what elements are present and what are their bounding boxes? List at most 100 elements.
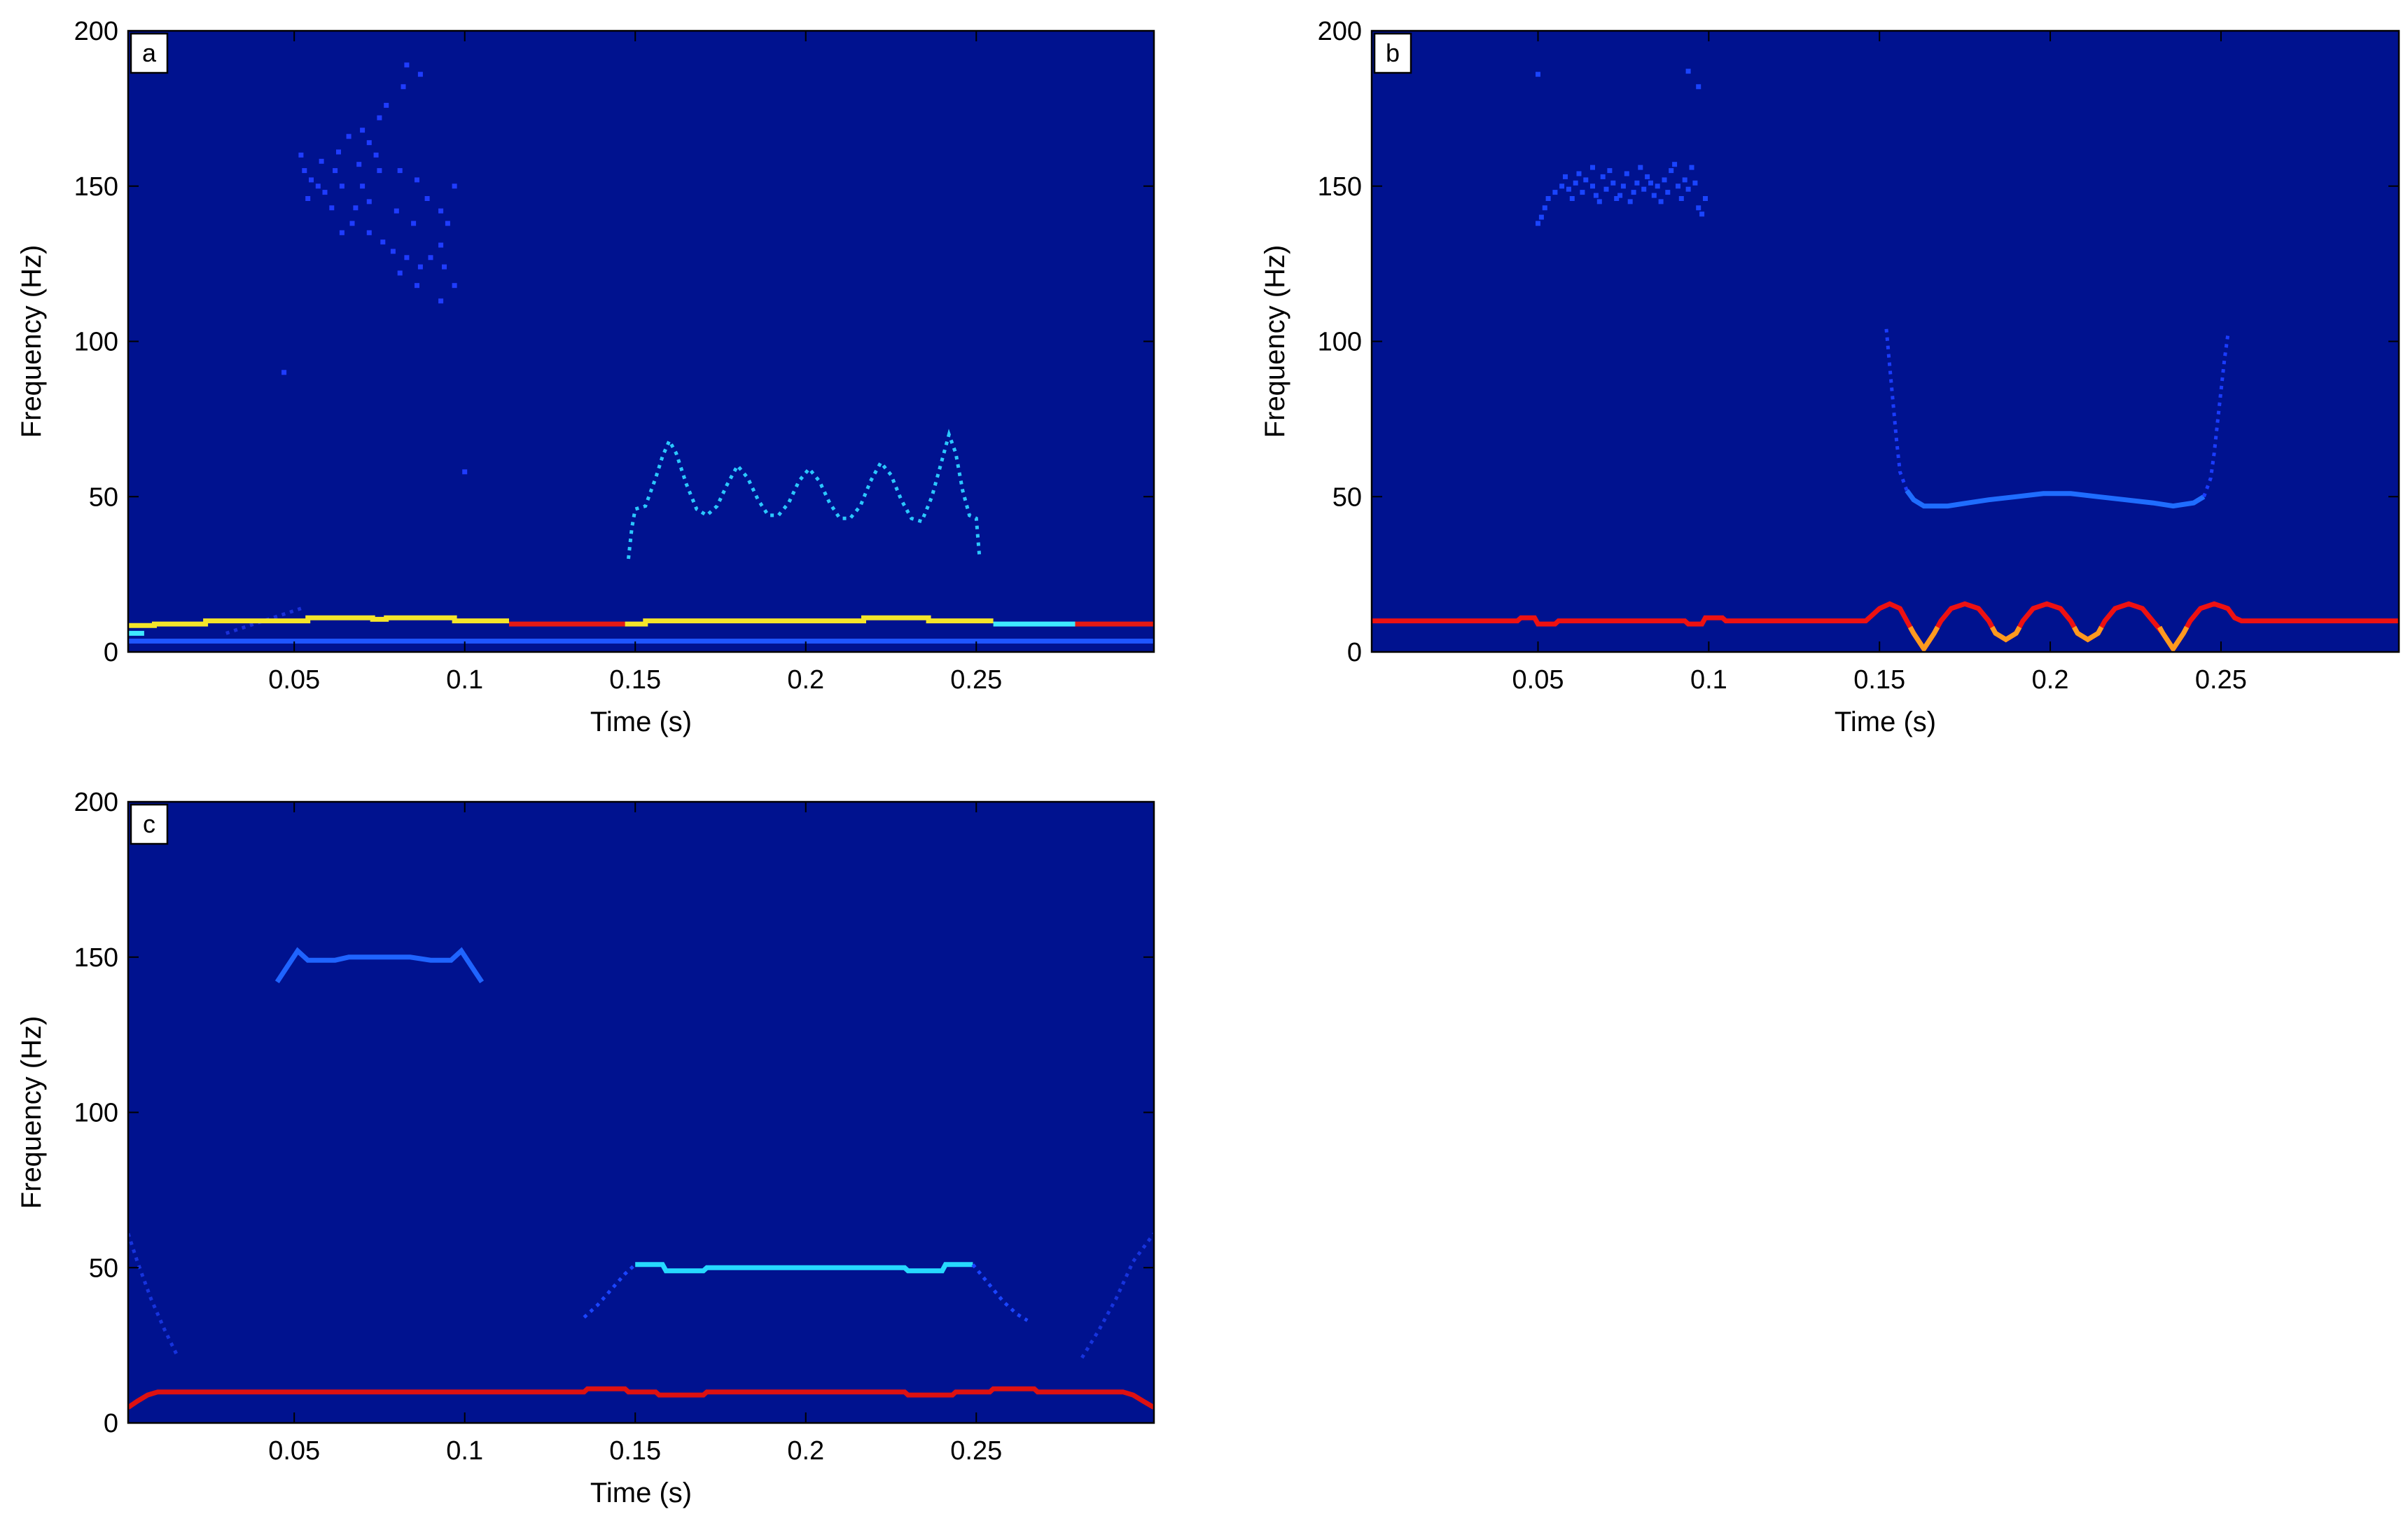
x-tick-label: 0.05 bbox=[1512, 665, 1564, 695]
scatter-point bbox=[1662, 177, 1667, 183]
y-tick-label: 50 bbox=[89, 482, 118, 512]
ridge-line bbox=[128, 1386, 1154, 1410]
scatter-point bbox=[1536, 71, 1540, 77]
ridge-line-dotted bbox=[128, 1232, 180, 1359]
ridge-line bbox=[274, 947, 485, 984]
scatter-point bbox=[1638, 165, 1643, 170]
panel-letter: c bbox=[143, 810, 155, 838]
scatter-point bbox=[462, 469, 468, 475]
x-tick-label: 0.25 bbox=[2195, 665, 2247, 695]
panel-letter-box bbox=[130, 32, 169, 74]
x-tick-label: 0.05 bbox=[268, 1436, 320, 1466]
y-tick-label: 0 bbox=[104, 638, 118, 667]
scatter-point bbox=[1614, 196, 1620, 201]
scatter-point bbox=[1617, 193, 1623, 198]
x-tick-label: 0.05 bbox=[268, 665, 320, 695]
scatter-point bbox=[1569, 196, 1575, 201]
scatter-point bbox=[1607, 168, 1613, 174]
scatter-point bbox=[1634, 180, 1640, 186]
scatter-point bbox=[1596, 199, 1602, 204]
scatter-point bbox=[394, 208, 399, 214]
scatter-point bbox=[397, 270, 403, 276]
scatter-point bbox=[377, 115, 382, 120]
scatter-point bbox=[1669, 168, 1674, 174]
scatter-point bbox=[397, 168, 403, 174]
scatter-point bbox=[1566, 186, 1571, 192]
scatter-point bbox=[1559, 183, 1565, 189]
x-axis-label: Time (s) bbox=[1835, 707, 1936, 737]
scatter-point bbox=[1610, 180, 1616, 186]
ridge-line bbox=[1905, 489, 2206, 509]
y-tick-label: 100 bbox=[74, 328, 118, 357]
scatter-point bbox=[339, 230, 345, 235]
x-tick-label: 0.15 bbox=[609, 665, 661, 695]
scatter-point bbox=[1696, 205, 1701, 211]
x-axis-label: Time (s) bbox=[590, 707, 692, 737]
spectrogram-background bbox=[1372, 31, 2399, 652]
scatter-point bbox=[428, 255, 433, 261]
scatter-point bbox=[1593, 193, 1599, 198]
scatter-point bbox=[404, 255, 410, 261]
scatter-point bbox=[1538, 214, 1544, 220]
ridge-line bbox=[635, 1262, 973, 1274]
scatter-point bbox=[305, 196, 311, 201]
scatter-point bbox=[1576, 171, 1582, 176]
x-tick-label: 0.2 bbox=[787, 665, 824, 695]
scatter-point bbox=[1645, 174, 1650, 179]
scatter-point bbox=[1655, 183, 1660, 189]
spectrogram-content bbox=[1372, 69, 2399, 652]
scatter-point bbox=[1580, 190, 1585, 195]
x-tick-label: 0.1 bbox=[446, 1436, 483, 1466]
x-tick-label: 0.1 bbox=[446, 665, 483, 695]
scatter-point bbox=[415, 283, 419, 289]
y-tick-label: 200 bbox=[1318, 17, 1362, 46]
ridge-line bbox=[625, 615, 994, 627]
y-axis-label: Frequency (Hz) bbox=[16, 245, 47, 438]
x-tick-label: 0.15 bbox=[609, 1436, 661, 1466]
ridge-line bbox=[128, 615, 509, 628]
scatter-point bbox=[438, 208, 444, 214]
scatter-point bbox=[356, 162, 362, 167]
scatter-point bbox=[417, 71, 423, 77]
scatter-point bbox=[452, 183, 457, 189]
spectrogram-content bbox=[128, 62, 1154, 644]
y-tick-label: 150 bbox=[74, 943, 118, 973]
scatter-point bbox=[1676, 183, 1680, 189]
ridge-line bbox=[2157, 625, 2190, 652]
scatter-point bbox=[1536, 221, 1540, 226]
panel-letter-box bbox=[130, 803, 169, 845]
scatter-point bbox=[366, 140, 372, 146]
panel-letter: b bbox=[1386, 39, 1400, 67]
scatter-point bbox=[1682, 177, 1687, 183]
scatter-point bbox=[1590, 165, 1595, 170]
y-tick-label: 50 bbox=[1332, 482, 1362, 512]
ridge-line-dotted bbox=[1884, 328, 1909, 492]
scatter-point bbox=[1552, 190, 1558, 195]
scatter-point bbox=[417, 264, 423, 270]
scatter-point bbox=[1648, 180, 1653, 186]
ridge-line-dotted bbox=[2202, 335, 2230, 498]
x-tick-label: 0.25 bbox=[950, 665, 1002, 695]
x-tick-label: 0.2 bbox=[2032, 665, 2069, 695]
ridge-line bbox=[2072, 625, 2104, 643]
x-tick-label: 0.25 bbox=[950, 1436, 1002, 1466]
scatter-point bbox=[1678, 196, 1684, 201]
panel-b: 0.05 0.1 0.15 0.2 0.25 0 50 100 150 200 Time (s) Fr… bbox=[1260, 17, 2400, 737]
scatter-point bbox=[1583, 177, 1589, 183]
y-tick-label: 200 bbox=[74, 17, 118, 46]
scatter-point bbox=[329, 205, 335, 211]
y-tick-label: 0 bbox=[104, 1409, 118, 1438]
scatter-point bbox=[1696, 84, 1701, 90]
scatter-point bbox=[339, 183, 345, 189]
scatter-point bbox=[445, 221, 450, 226]
scatter-point bbox=[1699, 211, 1705, 217]
scatter-point bbox=[1658, 199, 1664, 204]
scatter-point bbox=[438, 298, 444, 304]
ridge-line-dotted bbox=[971, 1263, 1029, 1322]
scatter-point bbox=[438, 242, 444, 248]
scatter-point bbox=[1563, 174, 1568, 179]
y-tick-label: 100 bbox=[74, 1099, 118, 1128]
y-tick-label: 200 bbox=[74, 788, 118, 817]
scatter-point bbox=[1651, 193, 1657, 198]
